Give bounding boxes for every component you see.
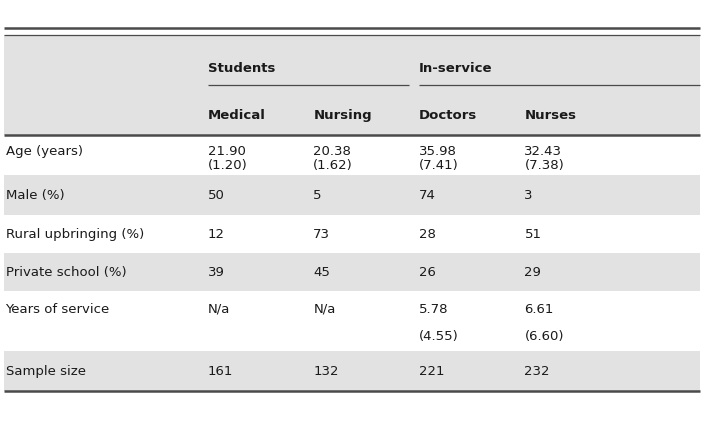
Text: 5: 5 [313, 189, 322, 202]
Text: (7.38): (7.38) [524, 159, 564, 171]
Text: 132: 132 [313, 365, 339, 377]
Bar [4, 215, 700, 253]
Text: 232: 232 [524, 365, 550, 377]
Text: N/a: N/a [313, 302, 336, 316]
Text: Sample size: Sample size [6, 365, 85, 377]
Text: 32.43: 32.43 [524, 144, 562, 158]
Bar [4, 351, 700, 391]
Text: 221: 221 [419, 365, 444, 377]
Text: 39: 39 [208, 266, 225, 278]
Bar [4, 253, 700, 291]
Text: (4.55): (4.55) [419, 329, 458, 342]
Text: 3: 3 [524, 189, 533, 202]
Text: 73: 73 [313, 227, 330, 241]
Text: 20.38: 20.38 [313, 144, 351, 158]
Text: 50: 50 [208, 189, 225, 202]
Text: In-service: In-service [419, 62, 492, 75]
Text: Students: Students [208, 62, 275, 75]
Bar [4, 35, 700, 135]
Text: (7.41): (7.41) [419, 159, 458, 171]
Text: Rural upbringing (%): Rural upbringing (%) [6, 227, 144, 241]
Text: 6.61: 6.61 [524, 302, 554, 316]
Bar [4, 175, 700, 215]
Text: 29: 29 [524, 266, 541, 278]
Text: N/a: N/a [208, 302, 230, 316]
Text: Doctors: Doctors [419, 108, 477, 122]
Text: Male (%): Male (%) [6, 189, 64, 202]
Bar [4, 291, 700, 351]
Text: (1.62): (1.62) [313, 159, 353, 171]
Text: 161: 161 [208, 365, 233, 377]
Text: (1.20): (1.20) [208, 159, 247, 171]
Text: 12: 12 [208, 227, 225, 241]
Text: 35.98: 35.98 [419, 144, 457, 158]
Text: 74: 74 [419, 189, 436, 202]
Text: 51: 51 [524, 227, 541, 241]
Text: Nurses: Nurses [524, 108, 577, 122]
Text: Age (years): Age (years) [6, 144, 82, 158]
Text: 45: 45 [313, 266, 330, 278]
Text: Private school (%): Private school (%) [6, 266, 126, 278]
Text: Medical: Medical [208, 108, 265, 122]
Text: (6.60): (6.60) [524, 329, 564, 342]
Text: 28: 28 [419, 227, 436, 241]
Text: 5.78: 5.78 [419, 302, 448, 316]
Text: Nursing: Nursing [313, 108, 372, 122]
Text: 21.90: 21.90 [208, 144, 246, 158]
Bar [4, 135, 700, 175]
Text: 26: 26 [419, 266, 436, 278]
Text: Years of service: Years of service [6, 302, 110, 316]
